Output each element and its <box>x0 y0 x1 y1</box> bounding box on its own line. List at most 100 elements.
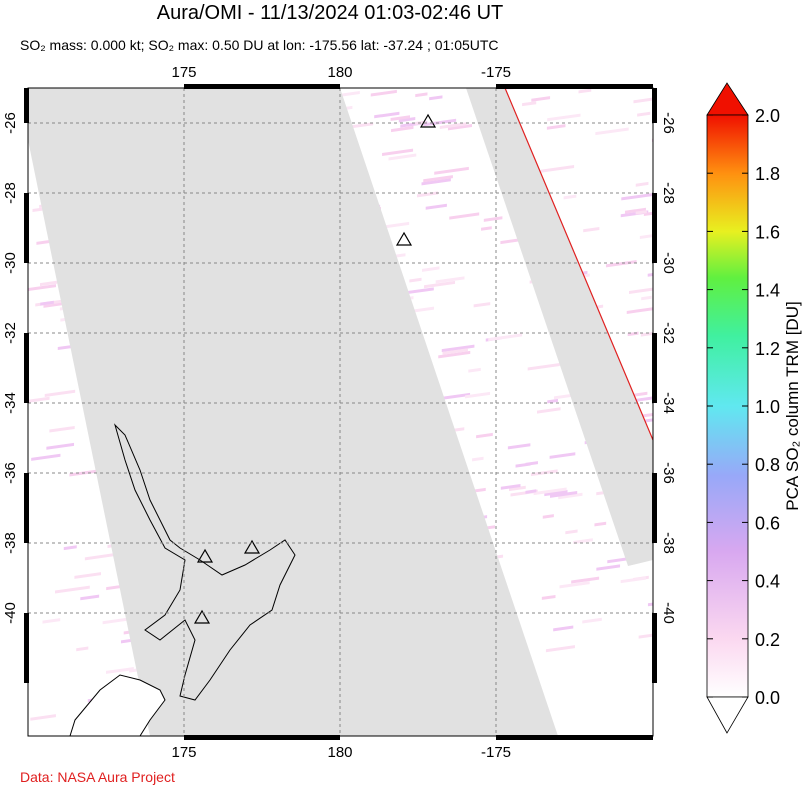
border-segment <box>24 88 29 123</box>
speck <box>626 306 653 314</box>
colorbar-tick-label: 0.6 <box>755 513 780 533</box>
volcano <box>243 539 261 554</box>
lat-label-left: -30 <box>2 252 19 274</box>
speck <box>559 28 570 33</box>
speck <box>643 416 653 423</box>
speck <box>30 714 56 721</box>
speck <box>596 564 621 571</box>
speck <box>545 645 575 653</box>
speck <box>472 456 484 462</box>
lat-label-left: -40 <box>2 602 19 624</box>
speck <box>465 391 491 399</box>
speck <box>622 0 640 5</box>
lat-label-left: -34 <box>2 392 19 414</box>
speck <box>412 306 435 313</box>
border-segment <box>24 333 29 403</box>
speck <box>439 73 461 79</box>
colorbar-tick-label: 0.8 <box>755 455 780 475</box>
speck <box>640 330 653 337</box>
colorbar <box>706 114 749 698</box>
speck <box>424 280 456 289</box>
speck <box>74 572 102 579</box>
speck <box>500 484 521 490</box>
speck <box>473 302 491 308</box>
border-segment <box>24 473 29 543</box>
speck <box>435 276 465 284</box>
speck <box>565 529 578 535</box>
speck <box>382 148 414 156</box>
speck <box>637 111 651 117</box>
speck <box>541 594 556 600</box>
speck <box>434 166 469 175</box>
lon-label-bottom: 175 <box>171 744 196 761</box>
speck <box>640 0 652 4</box>
footer: Data: NASA Aura Project <box>20 769 175 785</box>
speck <box>76 646 89 652</box>
volcanoes <box>193 113 437 624</box>
speck <box>624 207 646 214</box>
speck <box>49 425 75 433</box>
speck <box>409 277 422 283</box>
speck <box>374 111 400 119</box>
speck <box>446 71 473 78</box>
lat-label-left: -38 <box>2 532 19 554</box>
speck <box>388 153 417 161</box>
speck <box>542 514 554 519</box>
colorbar-tick-label: 1.4 <box>755 281 780 301</box>
speck <box>578 88 592 94</box>
speck <box>488 333 523 342</box>
border-segment <box>652 613 657 683</box>
speck <box>525 461 538 466</box>
colorbar-tick-label: 0.4 <box>755 572 780 592</box>
speck <box>105 667 134 674</box>
speck <box>630 64 652 70</box>
lat-label-right: -30 <box>660 252 677 274</box>
speck <box>46 442 75 450</box>
speck <box>601 20 620 26</box>
speck <box>36 240 50 245</box>
speck <box>441 344 475 353</box>
speck <box>423 175 453 183</box>
lon-label-bottom: 180 <box>327 744 352 761</box>
colorbar-label: PCA SO₂ column TRM [DU] <box>783 301 802 510</box>
speck <box>42 618 61 624</box>
speck <box>28 396 50 403</box>
speck <box>418 88 439 89</box>
speck <box>635 210 647 215</box>
lat-label-right: -28 <box>660 182 677 204</box>
speck <box>447 124 472 131</box>
speck <box>507 443 531 450</box>
border-segment <box>496 84 653 89</box>
speck <box>69 468 102 477</box>
speck <box>639 411 653 418</box>
speck <box>525 489 537 494</box>
lat-label-right: -26 <box>660 112 677 134</box>
speck <box>546 124 566 130</box>
speck <box>415 92 428 98</box>
lat-label-right: -32 <box>660 322 677 344</box>
speck <box>437 30 447 34</box>
map <box>28 0 679 736</box>
speck <box>547 113 581 122</box>
speck <box>425 203 447 210</box>
volcano <box>193 609 211 624</box>
speck <box>620 576 646 584</box>
speck <box>235 71 247 76</box>
speck <box>468 30 481 35</box>
lat-label-right: -36 <box>660 462 677 484</box>
speck <box>442 348 468 355</box>
speck <box>649 12 679 19</box>
speck <box>612 1 632 7</box>
volcano <box>395 231 413 246</box>
speck <box>398 117 416 123</box>
speck <box>391 125 414 133</box>
speck <box>573 538 593 545</box>
border-segment <box>652 333 657 403</box>
orbit-edge <box>504 88 653 441</box>
volcano <box>196 548 214 563</box>
lon-label-top: -175 <box>481 64 511 81</box>
speck <box>44 389 76 398</box>
speck <box>246 63 262 68</box>
speck <box>571 576 600 584</box>
